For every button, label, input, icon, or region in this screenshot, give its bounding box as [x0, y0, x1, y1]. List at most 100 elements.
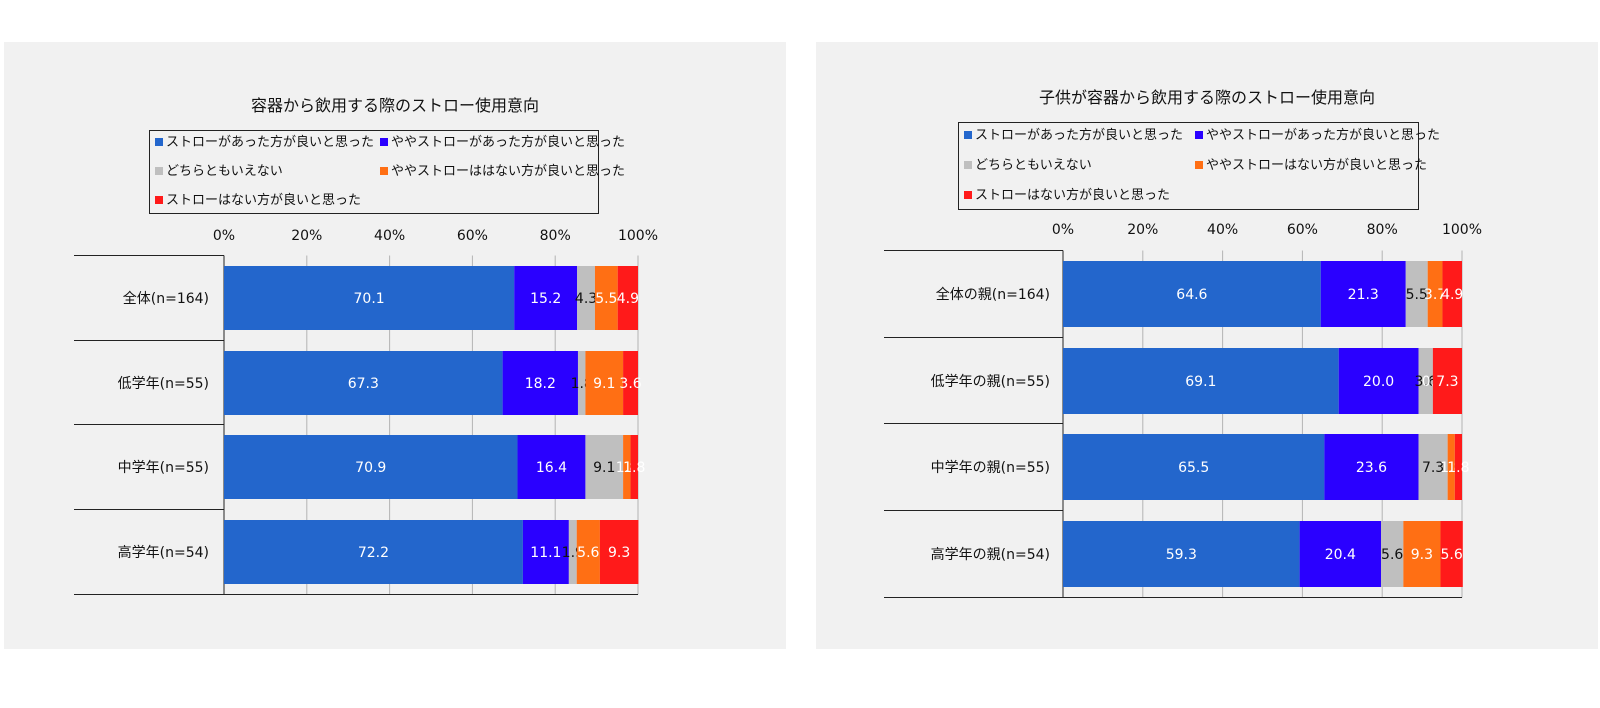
legend-item: ややストローははない方が良いと思った: [380, 163, 625, 181]
x-tick-label: 20%: [291, 228, 322, 244]
legend-label: ややストローははない方が良いと思った: [391, 164, 626, 179]
legend-swatch: [1195, 160, 1203, 169]
chart-panel-left: 容器から飲用する際のストロー使用意向 ストローがあった方が良いと思った ややスト…: [4, 42, 786, 649]
legend-label: ややストローがあった方が良いと思った: [1206, 128, 1441, 143]
bar-segment: [1427, 261, 1443, 327]
bar-segment: [617, 266, 638, 330]
data-label: 70.1: [354, 291, 385, 307]
x-tick-label: 100%: [618, 228, 658, 244]
data-label: 20.0: [1363, 374, 1394, 390]
legend-label: ストローがあった方が良いと思った: [166, 135, 375, 150]
legend-item: ややストローはない方が良いと思った: [1195, 157, 1427, 175]
x-tick-label: 0%: [213, 228, 235, 244]
chart-legend: ストローがあった方が良いと思った ややストローがあった方が良いと思った どちらと…: [958, 122, 1440, 210]
data-label: 5.6: [1440, 547, 1462, 563]
bar-segment: [630, 435, 638, 499]
data-label: 5.5: [595, 291, 617, 307]
data-label: 4.9: [617, 291, 639, 307]
data-label: 9.3: [1411, 547, 1433, 563]
data-label: 3.6: [1415, 374, 1437, 390]
category-label: 高学年の親(n=54): [931, 546, 1050, 563]
data-label: 9.1: [593, 460, 615, 476]
bar-segment: [594, 266, 618, 330]
bar-segment: [576, 520, 600, 584]
data-label: 9.1: [593, 376, 615, 392]
legend-swatch: [380, 166, 388, 175]
category-label: 高学年(n=54): [118, 544, 209, 561]
data-label: 16.4: [536, 460, 567, 476]
chart-panel-right: 子供が容器から飲用する際のストロー使用意向 ストローがあった方が良いと思った や…: [816, 42, 1598, 649]
bar-segment: [1447, 434, 1455, 500]
bar-segment: [1299, 521, 1382, 587]
bar-segment: [1418, 434, 1448, 500]
category-label: 低学年の親(n=55): [931, 374, 1050, 390]
data-label: 20.4: [1325, 547, 1356, 563]
data-label: 11.1: [530, 545, 561, 561]
data-label: 67.3: [348, 376, 379, 392]
data-label: 9.3: [608, 545, 630, 561]
bar-segment: [1381, 521, 1404, 587]
bar-segment: [623, 435, 631, 499]
category-label: 中学年(n=55): [118, 460, 209, 476]
legend-swatch: [380, 137, 388, 146]
x-tick-label: 80%: [540, 228, 571, 244]
bar-segment: [623, 351, 638, 415]
bar-segment: [577, 351, 586, 415]
bar-segment: [224, 520, 523, 584]
bar-segment: [1403, 521, 1441, 587]
data-label: 4.3: [575, 291, 597, 307]
data-label: 65.5: [1178, 460, 1209, 476]
x-tick-label: 60%: [1287, 222, 1318, 238]
bar-segment: [1405, 261, 1428, 327]
bar-segment: [577, 266, 595, 330]
bar-segment: [568, 520, 577, 584]
bar-segment: [1338, 348, 1419, 414]
legend-item: ややストローがあった方が良いと思った: [380, 134, 625, 152]
data-label: 3.7: [1424, 287, 1446, 303]
data-label: 23.6: [1356, 460, 1387, 476]
data-label: 4.9: [1441, 287, 1463, 303]
data-label: 5.6: [1381, 547, 1403, 563]
data-label: 18.2: [525, 376, 556, 392]
x-tick-label: 80%: [1367, 222, 1398, 238]
legend-swatch: [155, 166, 163, 175]
legend-item: ストローがあった方が良いと思った: [155, 134, 374, 152]
legend-label: どちらともいえない: [975, 158, 1092, 173]
bar-segment: [1063, 434, 1325, 500]
bar-segment: [1063, 348, 1339, 414]
bar-segment: [1418, 348, 1433, 414]
data-label: 69.1: [1185, 374, 1216, 390]
legend-swatch: [1195, 130, 1203, 139]
legend-item: ストローはない方が良いと思った: [964, 187, 1170, 205]
data-label: 15.2: [530, 291, 561, 307]
legend-swatch: [964, 160, 972, 169]
chart-legend: ストローがあった方が良いと思った ややストローがあった方が良いと思った どちらと…: [149, 130, 625, 214]
chart-title: 容器から飲用する際のストロー使用意向: [250, 96, 539, 115]
data-label: 7.3: [1436, 374, 1458, 390]
bar-segment: [1063, 521, 1300, 587]
legend-item: どちらともいえない: [155, 163, 283, 181]
chart-title: 子供が容器から飲用する際のストロー使用意向: [1038, 88, 1375, 107]
data-label: 7.3: [1422, 460, 1444, 476]
category-label: 全体の親(n=164): [936, 286, 1050, 303]
bar-segment: [522, 520, 569, 584]
legend-label: ややストローはない方が良いと思った: [1206, 158, 1428, 173]
data-label: 5.5: [1406, 287, 1428, 303]
bar-segment: [1440, 521, 1463, 587]
bar-segment: [1454, 434, 1462, 500]
legend-label: ストローはない方が良いと思った: [166, 193, 362, 208]
legend-label: ストローがあった方が良いと思った: [975, 128, 1184, 143]
category-label: 中学年の親(n=55): [931, 460, 1050, 476]
legend-swatch: [964, 130, 972, 139]
x-tick-label: 20%: [1127, 222, 1158, 238]
legend-item: ストローがあった方が良いと思った: [964, 127, 1183, 145]
legend-label: ややストローがあった方が良いと思った: [391, 135, 626, 150]
bar-segment: [585, 351, 624, 415]
bar-segment: [1320, 261, 1406, 327]
data-label: 21.3: [1348, 287, 1379, 303]
category-label: 全体(n=164): [123, 290, 209, 307]
bar-segment: [1432, 348, 1462, 414]
data-label: 1.8: [1447, 460, 1469, 476]
bar-segment: [514, 266, 578, 330]
bar-segment: [517, 435, 586, 499]
